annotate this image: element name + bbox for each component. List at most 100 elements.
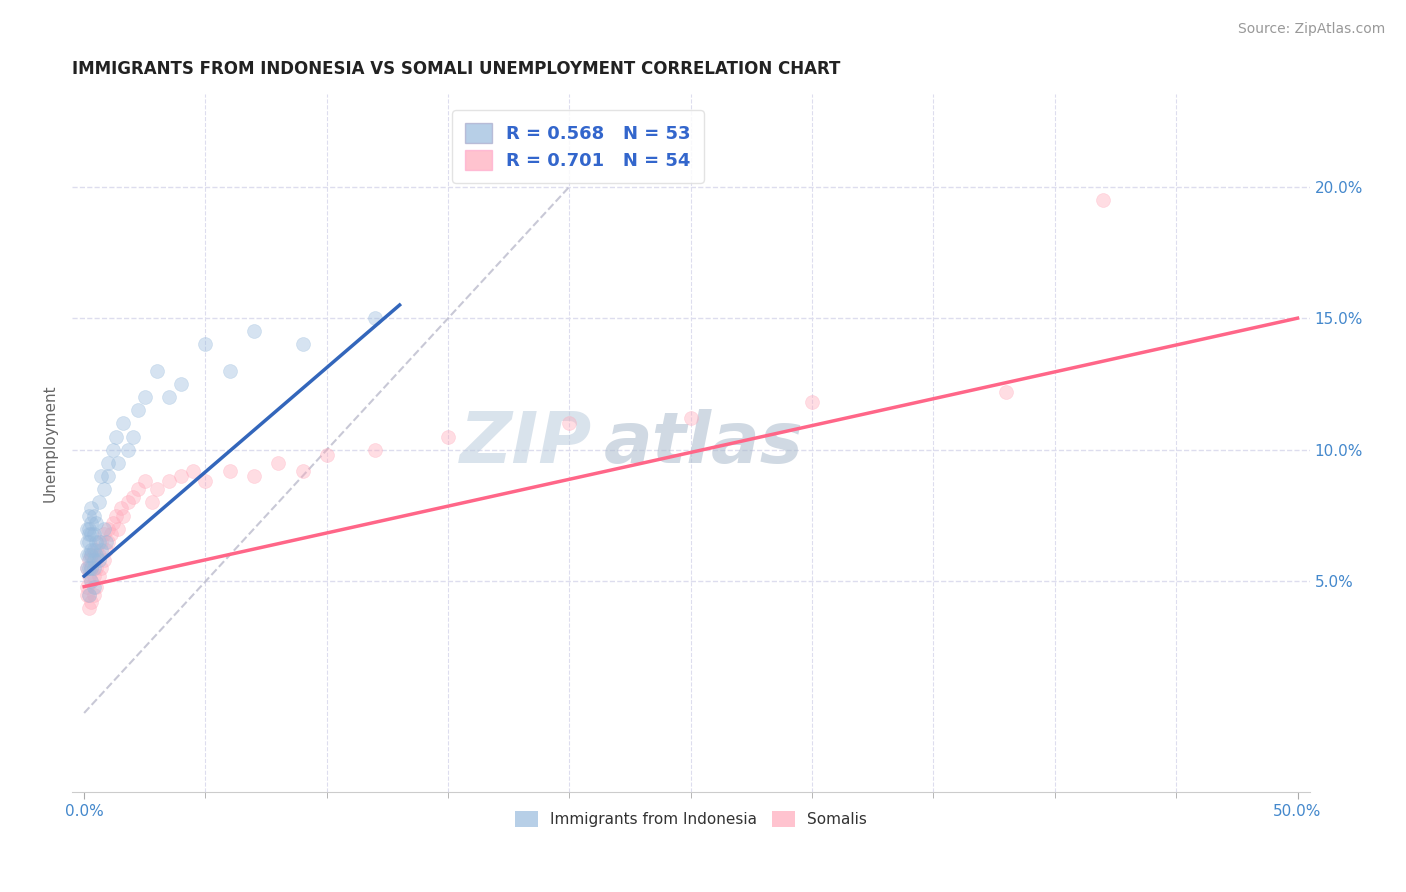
Point (77, 600, 100, 615)
Point (80, 548, 103, 562)
Text: ZIP: ZIP (460, 409, 592, 478)
Text: Source: ZipAtlas.com: Source: ZipAtlas.com (1237, 22, 1385, 37)
Point (80, 595, 103, 609)
Point (107, 522, 129, 536)
Point (679, 411, 702, 425)
Point (100, 527, 122, 541)
Point (111, 508, 134, 523)
Point (80, 548, 103, 562)
Point (94, 542, 117, 557)
Point (93, 482, 115, 496)
Point (243, 469, 266, 483)
Legend: Immigrants from Indonesia, Somalis: Immigrants from Indonesia, Somalis (509, 805, 873, 833)
Point (76, 580, 98, 594)
Point (103, 516, 125, 531)
Point (84, 561, 107, 575)
Point (170, 376, 193, 391)
Point (97, 469, 120, 483)
Point (146, 482, 169, 496)
Point (84, 535, 107, 549)
Point (170, 469, 193, 483)
Point (84, 548, 107, 562)
Point (94, 535, 117, 549)
Point (157, 390, 180, 404)
Point (103, 442, 125, 457)
Point (80, 542, 103, 557)
Point (90, 469, 112, 483)
Point (83, 580, 105, 594)
Point (995, 384, 1018, 399)
Point (134, 390, 156, 404)
Point (134, 475, 156, 489)
Point (183, 464, 205, 478)
Point (77, 553, 100, 567)
Point (87, 569, 110, 583)
Point (93, 527, 115, 541)
Point (291, 337, 314, 351)
Point (107, 456, 129, 470)
Point (80, 574, 103, 589)
Y-axis label: Unemployment: Unemployment (44, 384, 58, 502)
Point (77, 588, 100, 602)
Point (93, 553, 115, 567)
Point (364, 311, 387, 326)
Point (437, 429, 460, 443)
Point (80, 574, 103, 589)
Point (83, 508, 105, 523)
Point (87, 548, 110, 562)
Point (77, 508, 100, 523)
Point (117, 442, 139, 457)
Point (77, 527, 100, 541)
Point (315, 448, 337, 462)
Point (76, 522, 98, 536)
Point (141, 495, 163, 509)
Point (97, 535, 120, 549)
Point (77, 535, 100, 549)
Point (218, 364, 240, 378)
Point (77, 522, 100, 536)
Point (90, 542, 112, 557)
Point (87, 553, 110, 567)
Point (83, 548, 105, 562)
Point (80, 561, 103, 575)
Text: IMMIGRANTS FROM INDONESIA VS SOMALI UNEMPLOYMENT CORRELATION CHART: IMMIGRANTS FROM INDONESIA VS SOMALI UNEM… (72, 60, 841, 78)
Point (291, 464, 314, 478)
Point (97, 456, 120, 470)
Point (76, 588, 98, 602)
Point (83, 569, 105, 583)
Point (77, 561, 100, 575)
Point (90, 535, 112, 549)
Point (127, 403, 149, 417)
Point (77, 548, 100, 562)
Point (76, 561, 98, 575)
Point (801, 395, 824, 409)
Point (87, 535, 110, 549)
Point (194, 337, 217, 351)
Point (76, 548, 98, 562)
Text: atlas: atlas (605, 409, 804, 478)
Point (77, 588, 100, 602)
Point (90, 561, 112, 575)
Point (104, 508, 127, 523)
Point (83, 561, 105, 575)
Point (121, 429, 143, 443)
Point (146, 364, 169, 378)
Point (84, 542, 107, 557)
Point (80, 527, 103, 541)
Point (83, 542, 105, 557)
Point (84, 580, 107, 594)
Point (83, 527, 105, 541)
Point (111, 417, 134, 431)
Point (80, 561, 103, 575)
Point (83, 588, 105, 602)
Point (194, 475, 217, 489)
Point (127, 482, 149, 496)
Point (1092, 193, 1115, 207)
Point (80, 500, 103, 515)
Point (558, 417, 581, 431)
Point (243, 324, 266, 338)
Point (80, 516, 103, 531)
Point (84, 516, 107, 531)
Point (77, 569, 100, 583)
Point (104, 429, 127, 443)
